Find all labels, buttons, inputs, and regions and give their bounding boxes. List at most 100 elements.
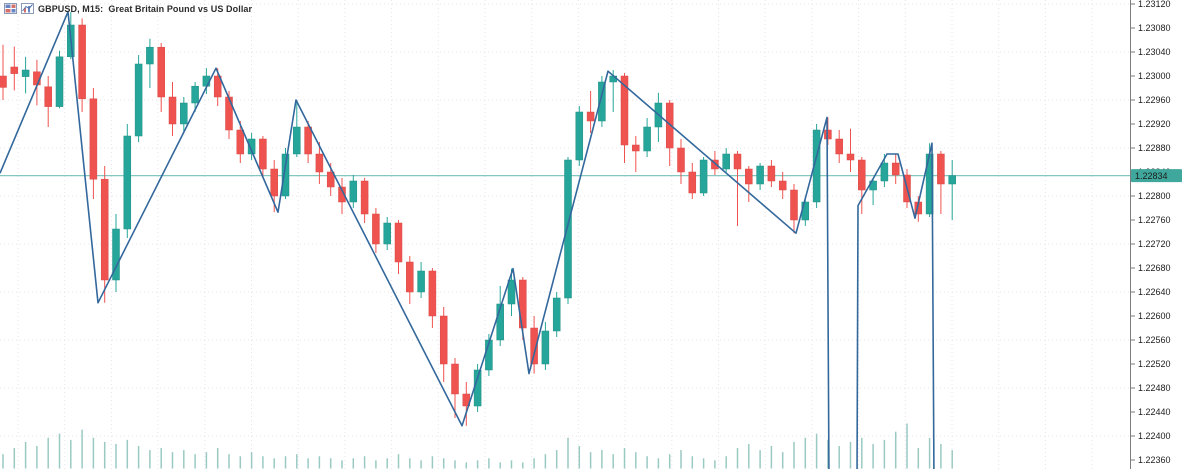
bear-candle — [78, 24, 86, 100]
bear-candle — [326, 171, 335, 188]
axis-label: 1.22920 — [1138, 119, 1171, 129]
bear-candle — [586, 111, 595, 122]
bear-candle — [44, 86, 52, 107]
bull-candle — [134, 63, 143, 137]
bear-candle — [767, 165, 776, 182]
bear-candle — [89, 98, 98, 180]
bull-candle — [247, 138, 256, 155]
bear-candle — [688, 171, 697, 194]
bull-candle — [598, 81, 606, 122]
bear-candle — [632, 144, 640, 152]
tick-chart-icon[interactable] — [21, 3, 34, 14]
axis-label: 1.22720 — [1138, 239, 1171, 249]
icon-frame — [21, 3, 34, 14]
bear-candle — [790, 189, 798, 221]
axis-label: 1.22880 — [1138, 143, 1171, 153]
bull-candle — [643, 126, 651, 152]
bear-candle — [835, 138, 843, 155]
price-badge: 1.22834 — [1131, 169, 1182, 183]
bear-candle — [0, 75, 7, 88]
axis-label: 1.22440 — [1138, 407, 1171, 417]
bear-candle — [937, 153, 945, 185]
bear-candle — [858, 159, 866, 191]
icon-cell — [5, 9, 11, 13]
bull-candle — [948, 175, 956, 185]
market-watch-icon[interactable] — [4, 3, 17, 14]
axis-label: 1.22560 — [1138, 335, 1171, 345]
bull-candle — [541, 330, 550, 365]
icon-cell — [11, 9, 16, 13]
bear-candle — [236, 129, 245, 155]
bull-candle — [756, 165, 764, 185]
price-axis[interactable]: 1.23120 1.23080 1.23040 1.23000 1.22960 1.229… — [1130, 0, 1196, 469]
bull-candle — [417, 270, 425, 293]
axis-label: 1.23000 — [1138, 71, 1171, 81]
bear-candle — [315, 153, 324, 173]
axis-label: 1.22640 — [1138, 287, 1171, 297]
bull-candle — [575, 111, 584, 161]
axis-label: 1.22600 — [1138, 311, 1171, 321]
bear-candle — [677, 147, 685, 173]
bull-candle — [55, 56, 64, 107]
bull-candle — [564, 159, 572, 299]
bull-candle — [112, 228, 120, 281]
bear-candle — [665, 102, 674, 149]
bear-candle — [451, 363, 459, 395]
bull-candle — [191, 85, 199, 104]
bear-candle — [168, 96, 177, 125]
bear-candle — [259, 138, 267, 170]
bull-candle — [180, 102, 188, 125]
axis-label: 1.23040 — [1138, 47, 1171, 57]
bull-candle — [349, 180, 358, 203]
bear-candle — [225, 96, 233, 131]
bear-candle — [778, 180, 787, 191]
axis-label: 1.22800 — [1138, 191, 1171, 201]
axis-label: 1.23120 — [1138, 0, 1171, 9]
bull-candle — [21, 69, 30, 77]
icon-cell — [11, 4, 16, 8]
bull-candle — [699, 159, 708, 194]
icon-cell — [5, 4, 11, 8]
bull-candle — [552, 297, 561, 332]
bear-candle — [10, 66, 19, 74]
axis-label: 1.23080 — [1138, 23, 1171, 33]
bull-candle — [880, 162, 889, 182]
icon-bar — [24, 8, 26, 13]
axis-label: 1.22520 — [1138, 359, 1171, 369]
bull-candle — [293, 126, 301, 155]
bear-candle — [891, 162, 900, 176]
price-badge-label: 1.22834 — [1135, 171, 1168, 181]
bull-candle — [496, 303, 504, 341]
bear-candle — [270, 168, 278, 197]
bear-candle — [338, 186, 346, 203]
axis-label: 1.22360 — [1138, 455, 1171, 465]
bear-candle — [620, 75, 629, 146]
icon-bar — [28, 6, 30, 13]
bear-candle — [100, 178, 109, 281]
candles — [0, 11, 956, 426]
bear-candle — [157, 46, 165, 98]
axis-label: 1.22760 — [1138, 215, 1171, 225]
bear-candle — [711, 159, 719, 170]
bear-candle — [530, 327, 538, 365]
bear-candle — [213, 75, 222, 98]
bull-candle — [722, 153, 730, 170]
chart-title-bar: GBPUSD, M15: Great Britain Pound vs US D… — [4, 3, 252, 14]
axis-label: 1.22960 — [1138, 95, 1171, 105]
bear-candle — [846, 153, 855, 161]
bear-candle — [439, 315, 448, 365]
bear-candle — [394, 222, 403, 263]
volume-bars — [2, 423, 953, 469]
icon-frame — [4, 3, 17, 14]
bear-candle — [733, 153, 742, 170]
bull-candle — [146, 46, 154, 65]
axis-label: 1.22480 — [1138, 383, 1171, 393]
bear-candle — [360, 180, 369, 215]
bear-candle — [372, 213, 380, 245]
bear-candle — [304, 126, 312, 155]
bear-candle — [428, 270, 437, 317]
icon-line — [22, 4, 33, 12]
chart-title: GBPUSD, M15: Great Britain Pound vs US D… — [38, 3, 253, 14]
